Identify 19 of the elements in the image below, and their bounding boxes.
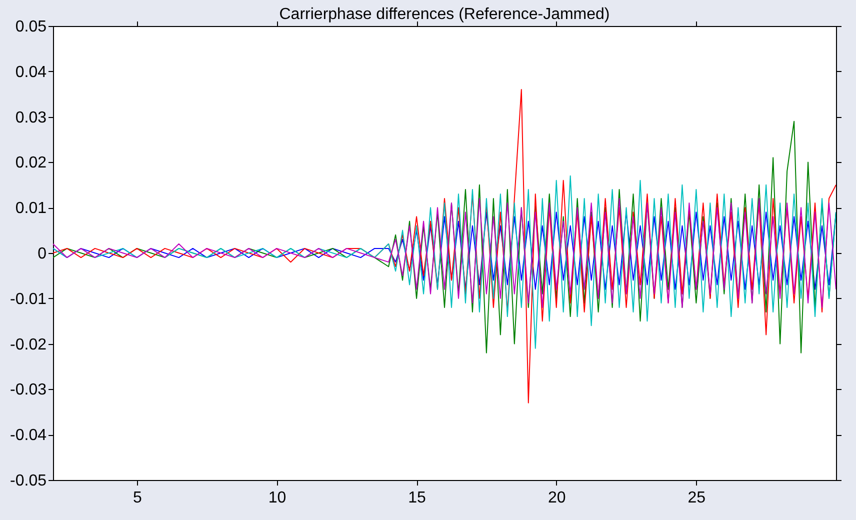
x-tick-label: 20 <box>548 490 566 506</box>
y-tick-label: -0.03 <box>10 382 47 399</box>
y-tick-label: 0.01 <box>15 200 47 218</box>
y-tick-label: -0.02 <box>10 336 47 354</box>
x-tick-label: 15 <box>408 490 426 506</box>
y-tick-label: 0.04 <box>15 64 47 81</box>
x-tick-label: 10 <box>268 490 286 506</box>
line-series <box>53 175 836 349</box>
y-tick-label: -0.05 <box>10 472 47 490</box>
y-tick-label: -0.04 <box>10 427 47 444</box>
y-tick-label: 0.05 <box>15 18 47 36</box>
line-series <box>53 198 836 308</box>
x-tick-label: 5 <box>132 490 142 506</box>
x-tick-label: 25 <box>688 490 706 506</box>
y-tick-label: 0.02 <box>15 154 47 172</box>
y-tick-label: 0.03 <box>15 109 47 126</box>
y-tick-label: -0.01 <box>10 290 47 308</box>
y-tick-label: 0 <box>38 246 47 262</box>
chart-title: Carrierphase differences (Reference-Jammed) <box>279 6 610 23</box>
